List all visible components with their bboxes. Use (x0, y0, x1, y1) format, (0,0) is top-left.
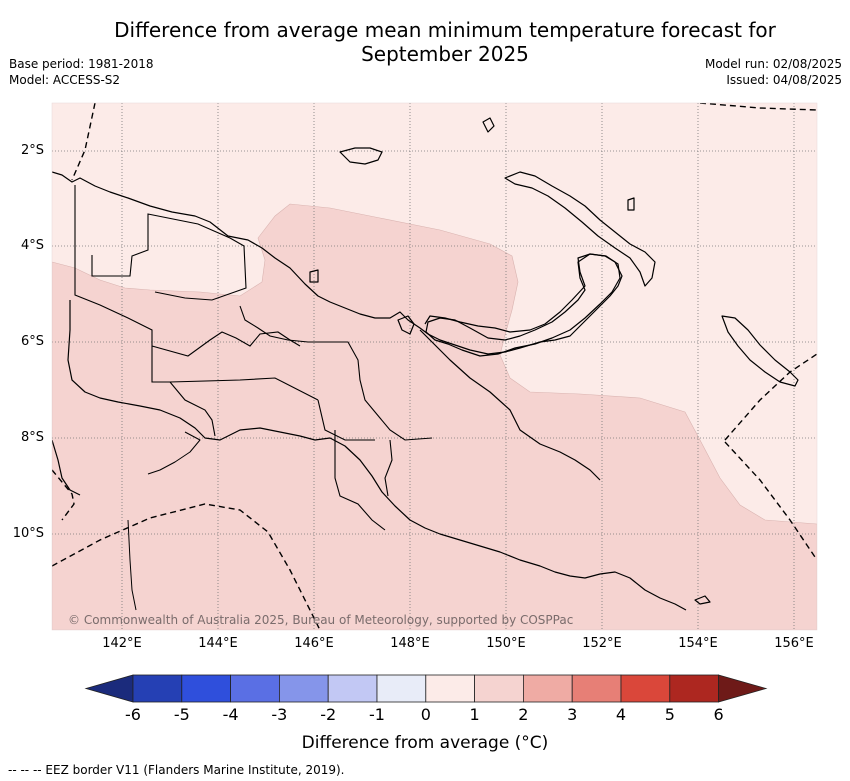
south-coast (52, 300, 687, 611)
eez-east-2 (724, 353, 817, 441)
lon-label-156e: 156°E (774, 636, 814, 651)
colorbar-segment (669, 674, 719, 703)
model-run: Model run: 02/08/2025 (704, 57, 842, 71)
papua-border-2 (91, 213, 247, 301)
west-coast (127, 519, 137, 611)
eez-footnote: -- -- -- EEZ border V11 (Flanders Marine… (8, 763, 345, 777)
eez-north-east (699, 103, 817, 111)
coastlines (52, 117, 799, 611)
colorbar-tick-label: 4 (615, 705, 627, 724)
png-border-3 (317, 399, 375, 441)
small-island-4 (627, 197, 635, 211)
colorbar-segment (327, 674, 378, 703)
eez-east (724, 441, 817, 561)
chart-title: Difference from average mean minimum tem… (95, 18, 795, 66)
small-island-5 (694, 595, 711, 605)
lon-label-154e: 154°E (678, 636, 718, 651)
lat-label-8s: 8°S (20, 430, 44, 445)
colorbar-segment (278, 674, 329, 703)
model-name: Model: ACCESS-S2 (9, 73, 121, 87)
title-line-2: September 2025 (361, 42, 529, 66)
lat-label-4s: 4°S (20, 238, 44, 253)
new-guinea-coast (52, 171, 623, 355)
colorbar-segment (571, 674, 622, 703)
graticule (52, 103, 817, 630)
east-tip-coast (419, 329, 601, 481)
colorbar-segment (425, 674, 475, 703)
colorbar-tick-label: 3 (567, 705, 578, 724)
lon-label-150e: 150°E (486, 636, 526, 651)
colorbar-extend-low (84, 674, 134, 703)
colorbar-tick-label: -1 (369, 705, 385, 724)
colorbar-segment (376, 674, 427, 703)
fly-river (147, 431, 201, 475)
colorbar-tick-label: -2 (320, 705, 337, 724)
colorbar (84, 674, 768, 703)
anomaly-region-1-2 (52, 203, 817, 630)
colorbar-segment (620, 674, 671, 703)
copyright-notice: © Commonwealth of Australia 2025, Bureau… (68, 613, 574, 627)
png-border (239, 305, 433, 441)
lon-label-142e: 142°E (102, 636, 142, 651)
meta-right: Model run: 02/08/2025 Issued: 04/08/2025 (705, 56, 842, 88)
new-britain (425, 253, 621, 357)
colorbar-label: Difference from average (°C) (301, 733, 549, 753)
lat-label-10s: 10°S (12, 526, 44, 541)
eez-borders (52, 103, 817, 630)
colorbar-segment (474, 674, 524, 703)
lat-label-6s: 6°S (20, 334, 44, 349)
map-frame (51, 102, 818, 631)
new-ireland (504, 171, 656, 287)
colorbar-tick-label: 0 (420, 705, 431, 724)
manus (339, 147, 383, 165)
small-island-1 (482, 117, 495, 133)
base-period: Base period: 1981-2018 (9, 57, 154, 71)
colorbar-tick-label: 6 (713, 705, 724, 724)
colorbar-segment (230, 674, 280, 703)
small-island-3 (309, 269, 319, 283)
colorbar-tick-label: -5 (173, 705, 190, 724)
lon-label-144e: 144°E (198, 636, 238, 651)
province-borders (74, 185, 433, 531)
papua-border-3 (151, 331, 301, 357)
issued-date: Issued: 04/08/2025 (726, 73, 842, 87)
lon-label-146e: 146°E (294, 636, 334, 651)
colorbar-segment (132, 674, 183, 703)
small-island-2 (397, 315, 415, 335)
png-border-2 (334, 430, 386, 531)
eez-west (52, 469, 75, 521)
papua-border-1 (74, 185, 319, 401)
papua-border-4 (169, 381, 216, 437)
title-line-1: Difference from average mean minimum tem… (114, 18, 776, 42)
colorbar-tick-label: -3 (271, 705, 288, 724)
bougainville (721, 315, 799, 387)
lon-label-148e: 148°E (390, 636, 430, 651)
png-border-4 (384, 439, 393, 497)
eez-south (52, 503, 321, 630)
colorbar-tick-label: -6 (125, 705, 141, 724)
lon-label-152e: 152°E (582, 636, 622, 651)
lat-label-2s: 2°S (20, 143, 44, 158)
colorbar-tick-label: 2 (518, 705, 529, 724)
colorbar-segment (523, 674, 573, 703)
colorbar-segment (181, 674, 232, 703)
colorbar-extend-high (718, 674, 768, 703)
colorbar-tick-label: 1 (469, 705, 480, 724)
colorbar-tick-label: 5 (664, 705, 675, 724)
colorbar-tick-label: -4 (222, 705, 239, 724)
meta-left: Base period: 1981-2018 Model: ACCESS-S2 (9, 56, 154, 88)
